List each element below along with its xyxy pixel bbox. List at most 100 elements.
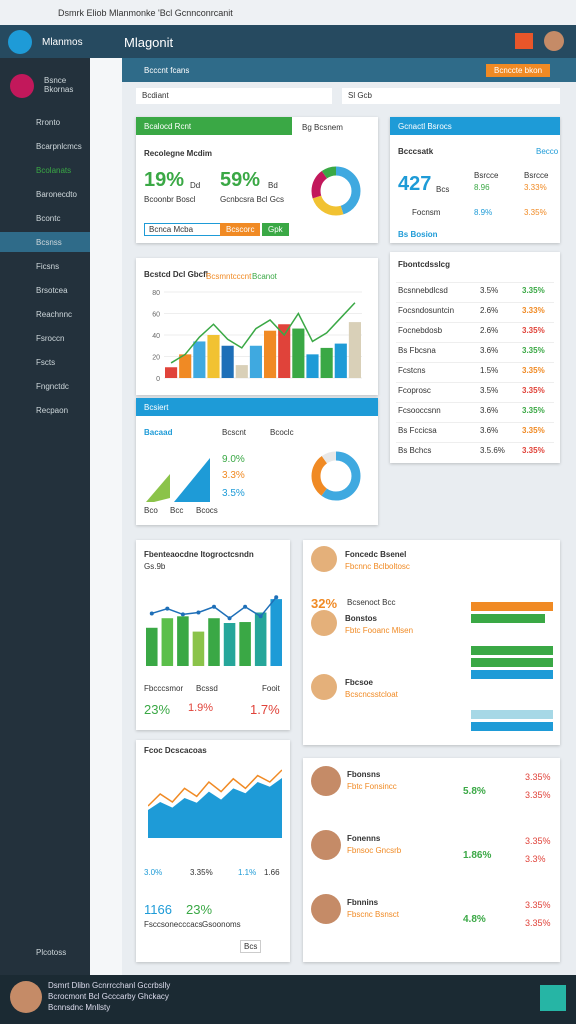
text: 3.5% (480, 386, 499, 395)
nav-item[interactable]: Fscts (0, 352, 90, 372)
bar (254, 612, 267, 666)
kpi: 1.9% (188, 702, 214, 714)
card: Fbonsns Fbtc Fonsincc 5.8% 3.35% 3.35% Fonenn… (303, 758, 560, 962)
foot: Bco (144, 506, 158, 515)
select[interactable]: Bcnca Mcba (144, 223, 224, 236)
label: Bcoclc (270, 428, 294, 437)
point (212, 604, 216, 609)
avatar (311, 674, 337, 700)
nav-item[interactable]: Ficsns (0, 256, 90, 276)
nav-label: Fsroccn (36, 334, 65, 343)
link[interactable]: Bs Bosion (398, 230, 438, 239)
point (258, 614, 263, 619)
bar (161, 618, 174, 666)
card: Fbenteaocdne ltogroctcsndn Gs.9b Fbcccsm… (136, 540, 290, 730)
bar (221, 345, 234, 378)
row-rule (396, 302, 554, 303)
nav-label: Reachnnc (36, 310, 73, 319)
footer-text: Dsmrt Dlibn Gcnrrcchanl Gccrbslly (48, 981, 171, 990)
text: 3.6% (480, 346, 499, 355)
sidebar-top[interactable]: Bsnce Bkornas (44, 76, 74, 94)
row-rule (396, 382, 554, 383)
progress-bar (471, 670, 553, 679)
chart: 0 20 40 60 80 (152, 290, 362, 383)
search-input[interactable]: Sl Gcb (342, 88, 560, 104)
bar (292, 328, 305, 378)
nav-label: Recpaon (36, 406, 69, 415)
avatar (311, 610, 337, 636)
nav-item[interactable]: Bcolanats (0, 160, 90, 180)
avatar[interactable] (544, 31, 564, 51)
cell: 8.96 (474, 183, 490, 192)
card-title: Fbontcdsslcg (398, 260, 451, 269)
bar (223, 623, 236, 666)
card: Foncedc Bsenel Fbcnnc Bclboltosc 32% Bcseno… (303, 540, 560, 745)
bar (270, 599, 282, 666)
label: Bcscnt (222, 428, 247, 437)
footer-text: Bcrocmont Bcl Gcccarby Ghckacy (48, 992, 169, 1001)
nav-item[interactable]: Reachnnc (0, 304, 90, 324)
progress-bar (471, 710, 553, 719)
button[interactable]: Gpk (262, 223, 289, 236)
card-header: Bcalocd Rcnt (136, 117, 292, 135)
nav-label: Bcsnss (36, 238, 62, 247)
nav-label: Bcolanats (36, 166, 72, 175)
donut-segment (311, 451, 361, 501)
text: Bcsenoct Bcc (347, 598, 396, 607)
bar (278, 324, 291, 378)
text: 3.35% (525, 918, 551, 928)
nav-item[interactable]: Bcarpnlcmcs (0, 136, 90, 156)
text: 3.35% (522, 286, 545, 295)
breadcrumb[interactable]: Bcccnt fcans (144, 66, 190, 75)
nav-item[interactable]: Fsroccn (0, 328, 90, 348)
kpi: 1166 (144, 902, 172, 917)
toolbar-button[interactable]: Bcnccte bkon (486, 64, 551, 77)
label: 3.0% (144, 868, 163, 877)
nav-item[interactable]: Fngnctdc (0, 376, 90, 396)
text: 3.35% (522, 346, 545, 355)
chart (148, 769, 282, 838)
bar (165, 367, 178, 378)
nav-item[interactable]: Brsotcea (0, 280, 90, 300)
notif-button[interactable] (515, 33, 533, 49)
donut-segment (311, 166, 361, 216)
sidebar-bottom[interactable]: Plcotoss (36, 948, 67, 957)
text: 3.35% (522, 446, 545, 455)
app-button[interactable] (540, 985, 566, 1011)
sidebar-icon (10, 74, 34, 98)
row-rule (396, 282, 554, 283)
nav-item[interactable]: Rronto (0, 112, 90, 132)
nav-item[interactable]: Bcontc (0, 208, 90, 228)
text: 4.8% (463, 914, 486, 925)
bar (249, 345, 262, 378)
text: Fcoprosc (398, 386, 431, 395)
nav-item[interactable]: Baronecdto (0, 184, 90, 204)
card-title: Bcstcd Dcl Gbcfl (144, 270, 209, 279)
progress-bar (471, 646, 553, 655)
browser-bar: Dsmrk Eliob Mlanmonke 'Bcl Gcnnconrcanit (0, 0, 576, 25)
button[interactable]: Bcscorc (220, 223, 261, 236)
bar (348, 322, 361, 378)
kpi-note: Bd (268, 181, 278, 190)
bar (192, 631, 205, 666)
text: 3.6% (480, 426, 499, 435)
button[interactable]: Bcs (240, 940, 262, 953)
text: 3.35% (525, 900, 551, 910)
text: 2.6% (480, 326, 499, 335)
y-tick-label: 40 (152, 333, 160, 340)
nav-item[interactable]: Bcsnss (0, 232, 90, 252)
text: 3.35% (522, 366, 545, 375)
kpi-note: Dd (190, 181, 201, 190)
logo[interactable] (8, 30, 32, 54)
brand: Mlanmos (42, 37, 83, 48)
text: 3.5% (480, 286, 499, 295)
nav-label: Baronecdto (36, 190, 77, 199)
bar (193, 341, 206, 378)
text: 3.35% (522, 406, 545, 415)
avatar (311, 546, 337, 572)
search-input[interactable]: Bcdiant (136, 88, 332, 104)
cell: 8.9% (474, 208, 493, 217)
nav-item[interactable]: Recpaon (0, 400, 90, 420)
kpi: 3.3% (222, 470, 245, 481)
point (274, 595, 279, 600)
